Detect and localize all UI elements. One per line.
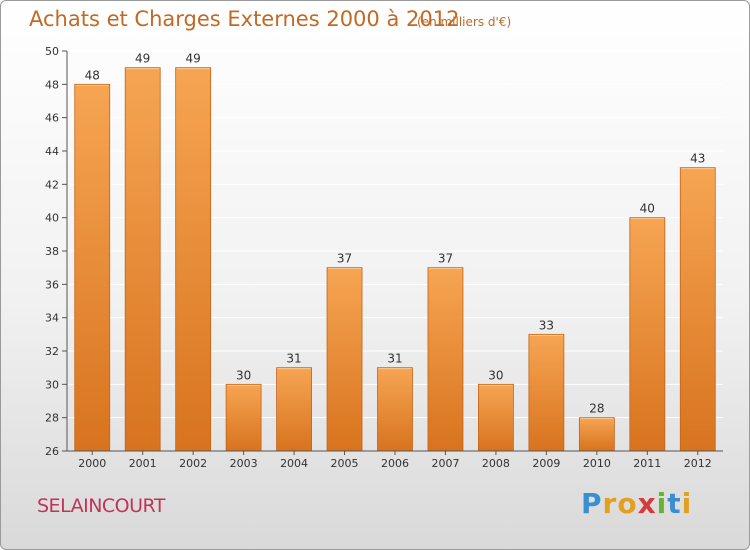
x-tick-label: 2002 <box>179 457 207 470</box>
chart-subtitle: (en milliers d'€) <box>417 15 512 29</box>
y-tick-label: 44 <box>45 145 59 158</box>
y-tick-label: 50 <box>45 45 59 58</box>
bar <box>124 67 161 452</box>
data-label: 31 <box>286 352 301 366</box>
bar <box>629 217 666 452</box>
chart-title: Achats et Charges Externes 2000 à 2012 <box>29 7 460 31</box>
bar <box>225 383 262 452</box>
y-tick-label: 40 <box>45 212 59 225</box>
x-tick-label: 2011 <box>633 457 661 470</box>
data-label: 40 <box>640 202 655 216</box>
bar <box>578 417 615 452</box>
bar <box>528 333 565 452</box>
x-tick-label: 2005 <box>331 457 359 470</box>
data-label: 37 <box>337 252 352 266</box>
data-label: 30 <box>236 368 251 382</box>
y-tick-label: 42 <box>45 178 59 191</box>
x-tick-label: 2008 <box>482 457 510 470</box>
data-label: 43 <box>690 152 705 166</box>
x-tick-label: 2009 <box>532 457 560 470</box>
y-tick-label: 48 <box>45 78 59 91</box>
x-tick-label: 2010 <box>583 457 611 470</box>
x-tick-label: 2006 <box>381 457 409 470</box>
bar <box>175 67 212 452</box>
x-tick-label: 2001 <box>129 457 157 470</box>
data-label: 49 <box>186 52 201 66</box>
y-tick-label: 36 <box>45 278 59 291</box>
bar <box>326 267 363 452</box>
x-tick-label: 2004 <box>280 457 308 470</box>
y-tick-label: 38 <box>45 245 59 258</box>
bar <box>478 383 514 452</box>
y-tick-label: 26 <box>45 445 59 458</box>
y-tick-label: 34 <box>45 312 59 325</box>
x-tick-label: 2000 <box>78 457 106 470</box>
data-label: 49 <box>135 52 150 66</box>
y-tick-label: 46 <box>45 112 59 125</box>
commune-name: SELAINCOURT <box>37 495 165 517</box>
x-tick-label: 2007 <box>431 457 459 470</box>
bar <box>276 367 312 452</box>
data-label: 48 <box>85 68 100 82</box>
data-label: 30 <box>488 368 503 382</box>
data-label: 33 <box>539 318 554 332</box>
bar <box>679 167 716 452</box>
x-tick-label: 2012 <box>684 457 712 470</box>
x-tick-label: 2003 <box>230 457 258 470</box>
y-tick-label: 32 <box>45 345 59 358</box>
bar <box>74 83 111 452</box>
data-label: 31 <box>387 352 402 366</box>
y-tick-label: 30 <box>45 378 59 391</box>
bar <box>377 367 413 452</box>
y-tick-label: 28 <box>45 412 59 425</box>
proxiti-logo[interactable]: Proxiti <box>581 487 693 520</box>
data-label: 28 <box>589 402 604 416</box>
bar <box>427 267 464 452</box>
data-label: 37 <box>438 252 453 266</box>
